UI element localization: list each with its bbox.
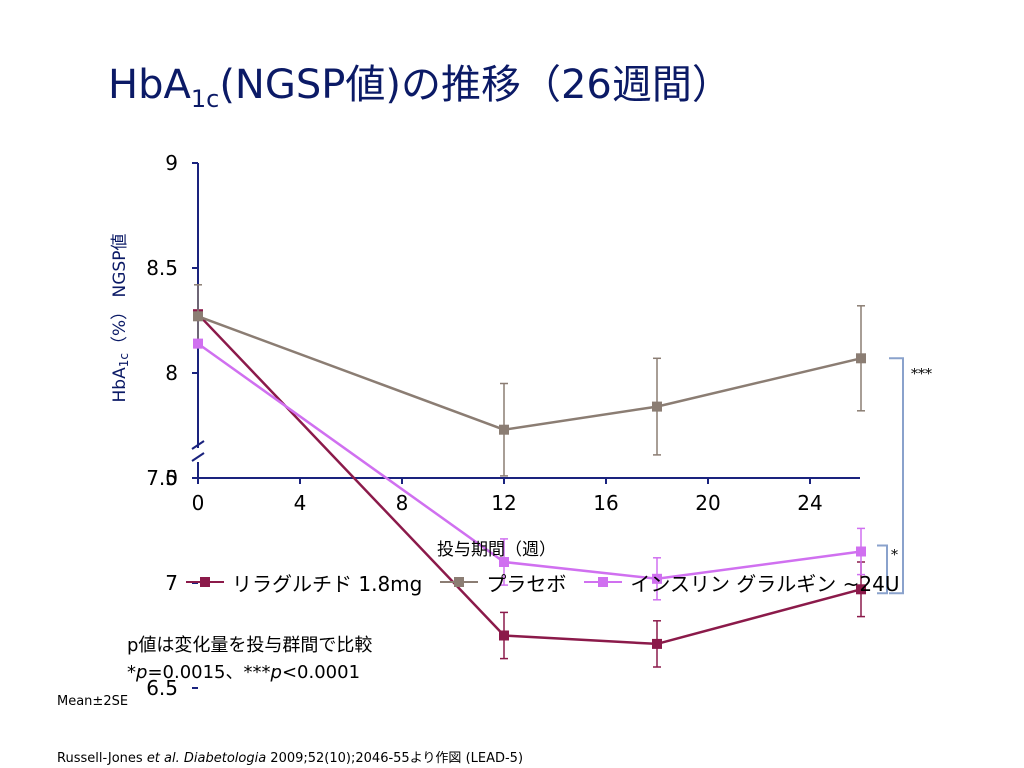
legend-item-glargine: インスリン グラルギン ~24U (584, 568, 900, 597)
p-value-note: p値は変化量を投与群間で比較 *p=0.0015、***p<0.0001 (127, 632, 372, 686)
x-tick-label: 24 (797, 491, 822, 515)
axis-break-mark-lower (191, 452, 205, 462)
data-point (652, 638, 662, 649)
x-tick-label: 8 (396, 491, 409, 515)
significance-label: * (891, 548, 898, 564)
series-line (197, 315, 862, 431)
legend-item-liraglutide: リラグルチド 1.8mg (186, 568, 422, 597)
y-tick-label: 7.5 (146, 466, 178, 490)
data-point (193, 338, 203, 349)
legend-item-placebo: プラセボ (440, 568, 566, 597)
legend-label-glargine: インスリン グラルギン ~24U (630, 571, 900, 596)
y-tick-label: 8.5 (146, 256, 178, 280)
x-tick-label: 12 (491, 491, 516, 515)
series-line (197, 313, 862, 646)
data-point (856, 353, 866, 364)
x-tick-label: 16 (593, 491, 618, 515)
x-tick-label: 0 (192, 491, 205, 515)
y-tick-label: 6.5 (146, 676, 178, 700)
legend-label-liraglutide: リラグルチド 1.8mg (232, 571, 423, 596)
x-axis-label: 投与期間（週） (437, 540, 556, 560)
data-point (856, 546, 866, 557)
x-tick-label: 4 (294, 491, 307, 515)
y-tick-label: 8 (165, 361, 178, 385)
data-point (856, 584, 866, 595)
legend-label-placebo: プラセボ (486, 571, 567, 596)
data-point (193, 311, 203, 322)
data-point (499, 630, 509, 641)
p-value-note-line1: p値は変化量を投与群間で比較 (127, 635, 373, 656)
data-point (499, 557, 509, 567)
page-title: HbA1c(NGSP値)の推移（26週間） (108, 62, 732, 113)
mean-se-label: Mean±2SE (57, 694, 129, 709)
y-tick-label: 7 (165, 571, 178, 595)
chart-legend: リラグルチド 1.8mg プラセボ インスリン グラルギン ~24U (186, 568, 918, 596)
series-line (197, 342, 862, 581)
data-point (652, 573, 662, 584)
data-point (499, 424, 509, 435)
p-value-note-line2: *p=0.0015、***p<0.0001 (127, 662, 361, 683)
legend-swatch-glargine (584, 575, 623, 589)
y-tick-label: 9 (165, 151, 178, 175)
significance-bracket (889, 357, 904, 595)
legend-swatch-placebo (440, 575, 479, 589)
y-axis-label: HbA1c（%） NGSP値 (110, 233, 131, 403)
x-tick-label: 20 (695, 491, 720, 515)
y-tick-label: 0 (165, 466, 178, 490)
data-point (652, 401, 662, 412)
significance-label: *** (911, 366, 932, 382)
citation: Russell-Jones et al. Diabetologia 2009;5… (57, 751, 524, 766)
axis-break-mark-upper (191, 440, 205, 450)
legend-swatch-liraglutide (186, 575, 224, 589)
significance-bracket (877, 544, 888, 595)
